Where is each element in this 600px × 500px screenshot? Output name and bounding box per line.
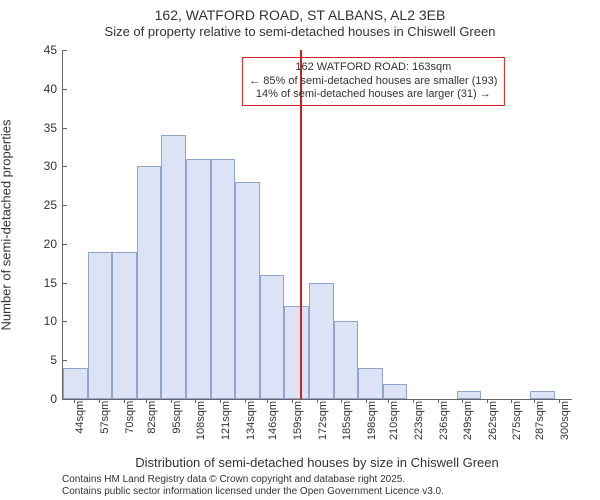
annotation-line2: ← 85% of semi-detached houses are smalle…	[249, 75, 497, 89]
y-tick: 40	[44, 82, 63, 96]
footer-line1: Contains HM Land Registry data © Crown c…	[62, 474, 444, 486]
histogram-bar	[457, 391, 482, 399]
histogram-bar	[284, 306, 309, 399]
histogram-bar	[161, 135, 186, 399]
x-tick: 300sqm	[559, 379, 575, 418]
annotation-line3: 14% of semi-detached houses are larger (…	[249, 88, 497, 102]
y-tick: 10	[44, 314, 63, 328]
histogram-bar	[88, 252, 113, 399]
y-tick: 35	[44, 121, 63, 135]
annotation-line1: 162 WATFORD ROAD: 163sqm	[249, 61, 497, 75]
footer-attribution: Contains HM Land Registry data © Crown c…	[62, 474, 444, 498]
x-tick: 223sqm	[413, 379, 429, 418]
y-tick: 15	[44, 276, 63, 290]
histogram-bar	[358, 368, 383, 399]
y-tick: 0	[50, 392, 63, 406]
plot-area: 05101520253035404544sqm57sqm70sqm82sqm95…	[62, 50, 572, 400]
x-tick: 262sqm	[487, 379, 503, 418]
histogram-bar	[186, 159, 211, 399]
annotation-box: 162 WATFORD ROAD: 163sqm← 85% of semi-de…	[242, 57, 504, 106]
x-axis-label: Distribution of semi-detached houses by …	[62, 455, 572, 470]
histogram-bar	[211, 159, 236, 399]
x-tick: 236sqm	[438, 379, 454, 418]
histogram-bar	[309, 283, 334, 399]
histogram-bar	[260, 275, 285, 399]
x-tick: 287sqm	[534, 379, 550, 418]
y-tick: 20	[44, 237, 63, 251]
histogram-bar	[334, 321, 359, 399]
footer-line2: Contains public sector information licen…	[62, 486, 444, 498]
y-tick: 25	[44, 198, 63, 212]
x-tick: 249sqm	[462, 379, 478, 418]
y-tick: 5	[50, 353, 63, 367]
y-axis-label: Number of semi-detached properties	[0, 14, 14, 225]
histogram-bar	[530, 391, 555, 399]
y-tick: 30	[44, 159, 63, 173]
histogram-bar	[63, 368, 88, 399]
histogram-bar	[137, 166, 162, 399]
chart-title-line1: 162, WATFORD ROAD, ST ALBANS, AL2 3EB	[0, 0, 600, 24]
histogram-bar	[235, 182, 260, 399]
histogram-bar	[383, 384, 408, 400]
chart-title-line2: Size of property relative to semi-detach…	[0, 24, 600, 45]
y-tick: 45	[44, 43, 63, 57]
chart-container: 162, WATFORD ROAD, ST ALBANS, AL2 3EB Si…	[0, 0, 600, 500]
x-tick: 275sqm	[511, 379, 527, 418]
histogram-bar	[112, 252, 137, 399]
